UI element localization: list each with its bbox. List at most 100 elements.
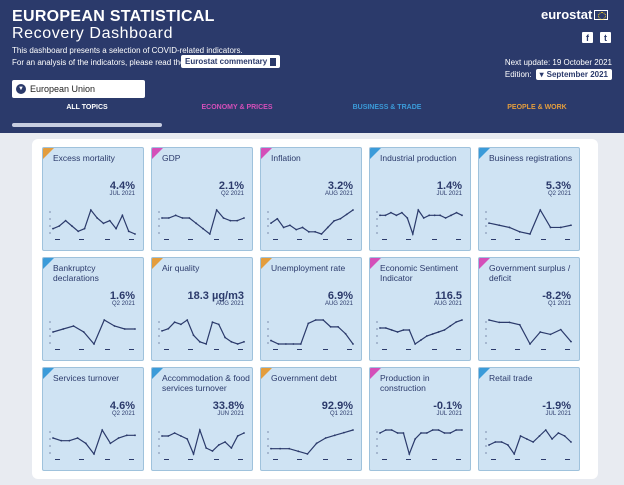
sparkline-point bbox=[352, 343, 354, 345]
axis-tick-label bbox=[323, 459, 328, 460]
twitter-icon[interactable]: t bbox=[600, 32, 611, 43]
sparkline-point bbox=[236, 435, 239, 437]
sparkline-point bbox=[243, 432, 245, 434]
sparkline-point bbox=[68, 439, 71, 442]
axis-tick-label bbox=[273, 349, 278, 350]
sparkline-chart bbox=[485, 429, 572, 460]
indicator-card[interactable]: Excess mortality 4.4% JUL 2021 bbox=[42, 147, 144, 251]
indicator-card[interactable]: Unemployment rate 6.9% AUG 2021 bbox=[260, 257, 362, 361]
tab-people-work[interactable]: PEOPLE & WORK bbox=[507, 104, 567, 111]
axis-tick-label bbox=[347, 239, 352, 240]
indicator-card[interactable]: Government debt 92.9% Q1 2021 bbox=[260, 367, 362, 471]
sparkline-point bbox=[289, 224, 291, 227]
tab-business-trade[interactable]: BUSINESS & TRADE bbox=[352, 104, 422, 111]
indicator-card[interactable]: Bankruptcy declarations 1.6% Q2 2021 bbox=[42, 257, 144, 361]
indicator-card[interactable]: Production in construction -0.1% JUL 2021 bbox=[369, 367, 471, 471]
sparkline-point bbox=[488, 319, 490, 321]
edition-label: Edition: bbox=[504, 70, 532, 79]
indicator-value: -8.2% bbox=[542, 290, 571, 302]
document-icon bbox=[270, 57, 277, 66]
sparkline-point bbox=[192, 453, 195, 455]
chevron-down-icon: ▼ bbox=[16, 84, 26, 94]
sparkline-point bbox=[205, 447, 208, 449]
sparkline-point bbox=[431, 429, 434, 431]
sparkline-point bbox=[52, 227, 54, 230]
sparkline-point bbox=[101, 429, 104, 431]
category-corner bbox=[152, 258, 163, 269]
facebook-icon[interactable]: f bbox=[582, 32, 593, 43]
axis-tick-label bbox=[105, 349, 110, 350]
dashboard-title: EUROPEAN STATISTICAL bbox=[12, 8, 215, 25]
sparkline-point bbox=[288, 447, 291, 450]
indicator-card[interactable]: Services turnover 4.6% Q2 2021 bbox=[42, 367, 144, 471]
sparkline-point bbox=[89, 209, 92, 211]
sparkline-point bbox=[408, 453, 411, 455]
indicator-card[interactable]: GDP 2.1% Q2 2021 bbox=[151, 147, 253, 251]
sparkline-point bbox=[192, 334, 195, 337]
eurostat-commentary-button[interactable]: Eurostat commentary bbox=[181, 55, 281, 68]
indicator-card[interactable]: Retail trade -1.9% JUL 2021 bbox=[478, 367, 580, 471]
indicator-card[interactable]: Inflation 3.2% AUG 2021 bbox=[260, 147, 362, 251]
indicator-value: 5.3% bbox=[545, 180, 571, 192]
sparkline-chart bbox=[158, 319, 245, 350]
sparkline-point bbox=[433, 214, 436, 217]
edition-select[interactable]: ▾ September 2021 bbox=[535, 69, 612, 80]
region-value: European Union bbox=[30, 84, 96, 94]
indicator-card[interactable]: Accommodation & food services turnover 33… bbox=[151, 367, 253, 471]
indicator-card[interactable]: Government surplus / deficit -8.2% Q1 2021 bbox=[478, 257, 580, 361]
indicator-title: Industrial production bbox=[380, 153, 457, 163]
sparkline-point bbox=[559, 328, 562, 331]
region-select[interactable]: ▼ European Union bbox=[12, 80, 145, 98]
sparkline-point bbox=[243, 340, 245, 343]
sparkline-point bbox=[396, 331, 399, 333]
axis-tick-label bbox=[297, 459, 302, 460]
tab-economy-prices[interactable]: ECONOMY & PRICES bbox=[201, 104, 273, 111]
sparkline-point bbox=[461, 214, 463, 217]
sparkline-point bbox=[320, 233, 323, 235]
sparkline-point bbox=[539, 209, 542, 211]
eurostat-logo[interactable]: eurostat bbox=[541, 7, 609, 22]
sparkline-point bbox=[406, 217, 409, 219]
indicator-card[interactable]: Business registrations 5.3% Q2 2021 bbox=[478, 147, 580, 251]
axis-tick-label bbox=[55, 239, 60, 240]
indicator-card[interactable]: Air quality 18.3 µg/m3 AUG 2021 bbox=[151, 257, 253, 361]
axis-tick-label bbox=[188, 459, 193, 460]
category-corner bbox=[43, 148, 54, 159]
sparkline-point bbox=[461, 429, 463, 431]
sparkline-point bbox=[437, 331, 440, 333]
sparkline-point bbox=[167, 327, 170, 330]
sparkline-point bbox=[324, 437, 327, 439]
sparkline-point bbox=[60, 439, 63, 442]
sparkline-point bbox=[109, 442, 112, 445]
axis-tick-label bbox=[323, 349, 328, 350]
sparkline-point bbox=[329, 325, 332, 328]
sparkline-line bbox=[52, 208, 136, 235]
active-tab-indicator bbox=[12, 123, 162, 127]
indicator-card[interactable]: Industrial production 1.4% JUL 2021 bbox=[369, 147, 471, 251]
sparkline-point bbox=[211, 321, 214, 324]
sparkline-point bbox=[498, 321, 501, 324]
sparkline-point bbox=[236, 343, 239, 345]
sparkline-point bbox=[134, 233, 136, 235]
sparkline-point bbox=[224, 336, 226, 339]
sparkline-point bbox=[186, 319, 189, 321]
axis-tick-label bbox=[456, 349, 461, 350]
sparkline-point bbox=[390, 211, 392, 214]
sparkline-point bbox=[93, 453, 95, 455]
sparkline-point bbox=[449, 432, 452, 434]
indicator-panel: Excess mortality 4.4% JUL 2021 GDP 2.1% Q2 20… bbox=[32, 139, 598, 479]
sparkline-chart bbox=[49, 319, 136, 350]
sparkline-point bbox=[215, 209, 218, 211]
sparkline-point bbox=[431, 333, 434, 335]
category-corner bbox=[370, 258, 381, 269]
tab-all-topics[interactable]: ALL TOPICS bbox=[66, 104, 108, 111]
sparkline-point bbox=[342, 431, 345, 434]
indicator-date: Q2 2021 bbox=[111, 411, 135, 417]
sparkline-point bbox=[379, 214, 381, 217]
sparkline-point bbox=[450, 214, 452, 217]
sparkline-point bbox=[224, 441, 226, 443]
sparkline-point bbox=[295, 228, 298, 231]
sparkline-point bbox=[417, 209, 420, 211]
sparkline-point bbox=[297, 450, 300, 453]
indicator-card[interactable]: Economic Sentiment Indicator 116.5 AUG 202… bbox=[369, 257, 471, 361]
